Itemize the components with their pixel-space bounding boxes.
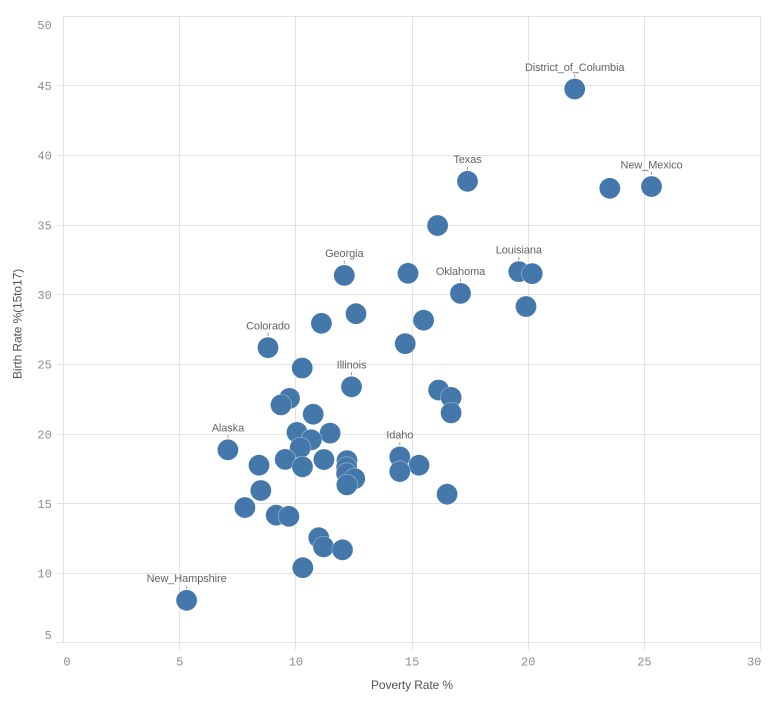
svg-text:Oklahoma: Oklahoma [436, 266, 486, 278]
svg-text:Louisiana: Louisiana [496, 244, 543, 256]
svg-text:25: 25 [37, 359, 51, 373]
svg-text:25: 25 [637, 656, 651, 670]
svg-text:District_of_Columbia: District_of_Columbia [525, 62, 625, 74]
svg-text:50: 50 [37, 19, 51, 33]
svg-text:0: 0 [63, 656, 70, 670]
svg-text:30: 30 [747, 656, 761, 670]
svg-text:Poverty Rate %: Poverty Rate % [371, 678, 453, 692]
svg-text:15: 15 [37, 498, 51, 512]
svg-text:Georgia: Georgia [325, 248, 364, 260]
svg-text:Illinois: Illinois [337, 360, 367, 372]
svg-text:5: 5 [176, 656, 183, 670]
svg-text:15: 15 [405, 656, 419, 670]
svg-text:40: 40 [37, 150, 51, 164]
svg-text:20: 20 [37, 428, 51, 442]
svg-text:45: 45 [37, 80, 51, 94]
svg-text:New_Mexico: New_Mexico [621, 159, 683, 171]
svg-text:Birth Rate %(15to17): Birth Rate %(15to17) [10, 269, 24, 379]
svg-text:10: 10 [289, 656, 303, 670]
svg-text:Idaho: Idaho [386, 430, 413, 442]
svg-text:10: 10 [37, 568, 51, 582]
svg-text:30: 30 [37, 289, 51, 303]
svg-text:20: 20 [521, 656, 535, 670]
svg-text:Colorado: Colorado [246, 320, 290, 332]
svg-text:35: 35 [37, 219, 51, 233]
svg-text:Alaska: Alaska [212, 423, 245, 435]
svg-text:5: 5 [45, 629, 52, 643]
svg-text:New_Hampshire: New_Hampshire [147, 573, 227, 585]
svg-text:Texas: Texas [453, 154, 482, 166]
